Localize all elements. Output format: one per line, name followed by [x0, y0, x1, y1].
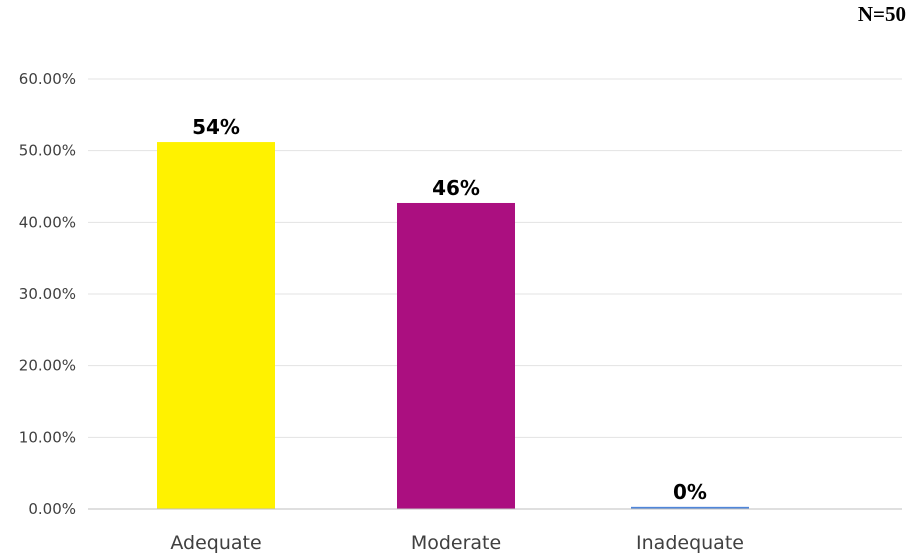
category-label-adequate: Adequate [170, 532, 261, 554]
sample-size-label: N=50 [858, 2, 906, 26]
category-label-inadequate: Inadequate [636, 532, 744, 554]
x-axis-categories: Adequate Moderate Inadequate [170, 532, 744, 554]
y-tick-label: 60.00% [19, 70, 76, 88]
y-tick-label: 30.00% [19, 285, 76, 303]
bars [157, 142, 749, 510]
y-tick-label: 50.00% [19, 142, 76, 160]
y-tick-label: 0.00% [28, 500, 76, 518]
y-axis-ticks: 0.00% 10.00% 20.00% 30.00% 40.00% 50.00% 60.00… [19, 70, 76, 518]
y-tick-label: 40.00% [19, 213, 76, 231]
data-label-adequate: 54% [192, 115, 240, 139]
bar-adequate [157, 142, 275, 510]
bar-moderate [397, 202, 515, 509]
y-tick-label: 20.00% [19, 357, 76, 375]
y-tick-label: 10.00% [19, 428, 76, 446]
bar-inadequate [631, 506, 749, 509]
category-label-moderate: Moderate [411, 532, 501, 554]
data-label-inadequate: 0% [673, 480, 707, 504]
data-label-moderate: 46% [432, 176, 480, 200]
data-labels: 54% 46% 0% [192, 115, 707, 504]
